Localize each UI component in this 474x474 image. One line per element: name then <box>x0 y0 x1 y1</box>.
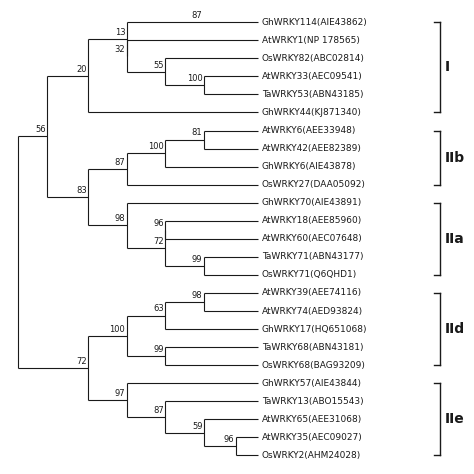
Text: AtWRKY74(AED93824): AtWRKY74(AED93824) <box>262 307 363 316</box>
Text: TaWRKY53(ABN43185): TaWRKY53(ABN43185) <box>262 90 364 99</box>
Text: I: I <box>445 60 450 74</box>
Text: 99: 99 <box>192 255 202 264</box>
Text: 13: 13 <box>115 28 125 37</box>
Text: GhWRKY114(AIE43862): GhWRKY114(AIE43862) <box>262 18 368 27</box>
Text: 32: 32 <box>115 45 125 54</box>
Text: AtWRKY42(AEE82389): AtWRKY42(AEE82389) <box>262 144 362 153</box>
Text: OsWRKY82(ABC02814): OsWRKY82(ABC02814) <box>262 54 365 63</box>
Text: 98: 98 <box>192 291 202 300</box>
Text: AtWRKY35(AEC09027): AtWRKY35(AEC09027) <box>262 433 363 442</box>
Text: 63: 63 <box>153 304 164 313</box>
Text: IIe: IIe <box>445 412 465 426</box>
Text: 99: 99 <box>154 345 164 354</box>
Text: AtWRKY6(AEE33948): AtWRKY6(AEE33948) <box>262 126 356 135</box>
Text: OsWRKY68(BAG93209): OsWRKY68(BAG93209) <box>262 361 366 370</box>
Text: AtWRKY33(AEC09541): AtWRKY33(AEC09541) <box>262 72 363 81</box>
Text: 72: 72 <box>153 237 164 246</box>
Text: 87: 87 <box>191 11 202 20</box>
Text: GhWRKY70(AIE43891): GhWRKY70(AIE43891) <box>262 198 362 207</box>
Text: IId: IId <box>445 322 465 336</box>
Text: 56: 56 <box>35 125 46 134</box>
Text: 83: 83 <box>76 186 87 195</box>
Text: 20: 20 <box>76 64 87 73</box>
Text: 81: 81 <box>192 128 202 137</box>
Text: GhWRKY57(AIE43844): GhWRKY57(AIE43844) <box>262 379 362 388</box>
Text: 55: 55 <box>154 61 164 70</box>
Text: IIb: IIb <box>445 151 465 164</box>
Text: AtWRKY65(AEE31068): AtWRKY65(AEE31068) <box>262 415 362 424</box>
Text: GhWRKY6(AIE43878): GhWRKY6(AIE43878) <box>262 162 356 171</box>
Text: 87: 87 <box>115 158 125 167</box>
Text: AtWRKY39(AEE74116): AtWRKY39(AEE74116) <box>262 289 362 298</box>
Text: 97: 97 <box>115 389 125 398</box>
Text: 96: 96 <box>153 219 164 228</box>
Text: 100: 100 <box>148 142 164 151</box>
Text: OsWRKY2(AHM24028): OsWRKY2(AHM24028) <box>262 451 361 460</box>
Text: AtWRKY60(AEC07648): AtWRKY60(AEC07648) <box>262 234 363 243</box>
Text: 100: 100 <box>109 325 125 334</box>
Text: TaWRKY71(ABN43177): TaWRKY71(ABN43177) <box>262 252 364 261</box>
Text: OsWRKY27(DAA05092): OsWRKY27(DAA05092) <box>262 180 366 189</box>
Text: 96: 96 <box>224 435 234 444</box>
Text: 59: 59 <box>192 422 202 431</box>
Text: 100: 100 <box>187 74 202 83</box>
Text: 98: 98 <box>115 214 125 223</box>
Text: OsWRKY71(Q6QHD1): OsWRKY71(Q6QHD1) <box>262 270 357 279</box>
Text: 72: 72 <box>76 357 87 366</box>
Text: AtWRKY1(NP 178565): AtWRKY1(NP 178565) <box>262 36 360 45</box>
Text: TaWRKY68(ABN43181): TaWRKY68(ABN43181) <box>262 343 364 352</box>
Text: GhWRKY17(HQ651068): GhWRKY17(HQ651068) <box>262 325 367 334</box>
Text: AtWRKY18(AEE85960): AtWRKY18(AEE85960) <box>262 216 362 225</box>
Text: 87: 87 <box>153 406 164 415</box>
Text: GhWRKY44(KJ871340): GhWRKY44(KJ871340) <box>262 108 362 117</box>
Text: IIa: IIa <box>445 232 465 246</box>
Text: TaWRKY13(ABO15543): TaWRKY13(ABO15543) <box>262 397 364 406</box>
